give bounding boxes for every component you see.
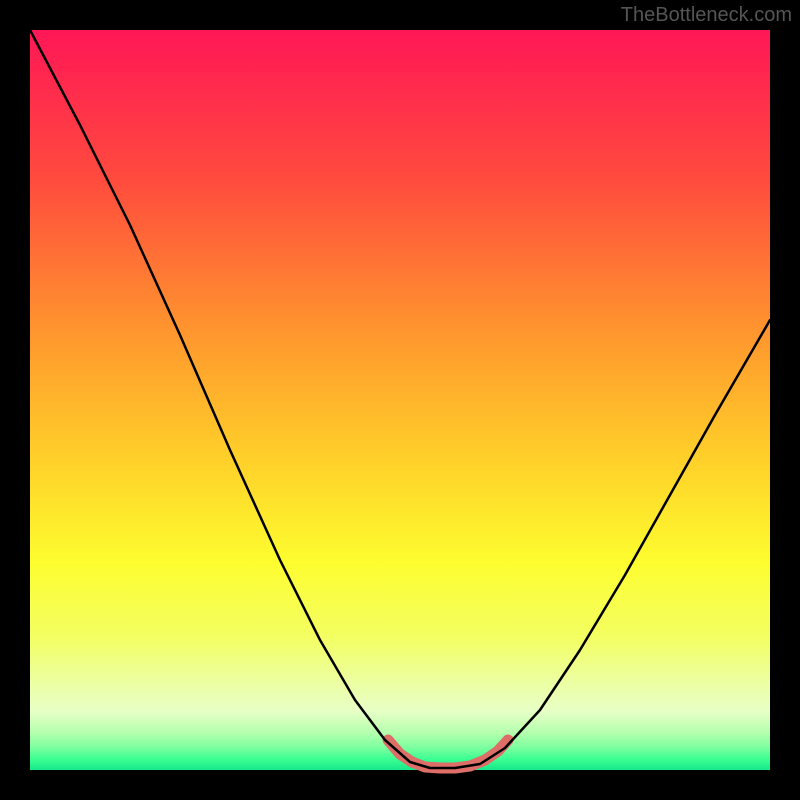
watermark-text: TheBottleneck.com (621, 4, 792, 27)
chart-container: TheBottleneck.com (0, 0, 800, 800)
plot-area (30, 30, 770, 770)
bottleneck-chart (0, 0, 800, 800)
